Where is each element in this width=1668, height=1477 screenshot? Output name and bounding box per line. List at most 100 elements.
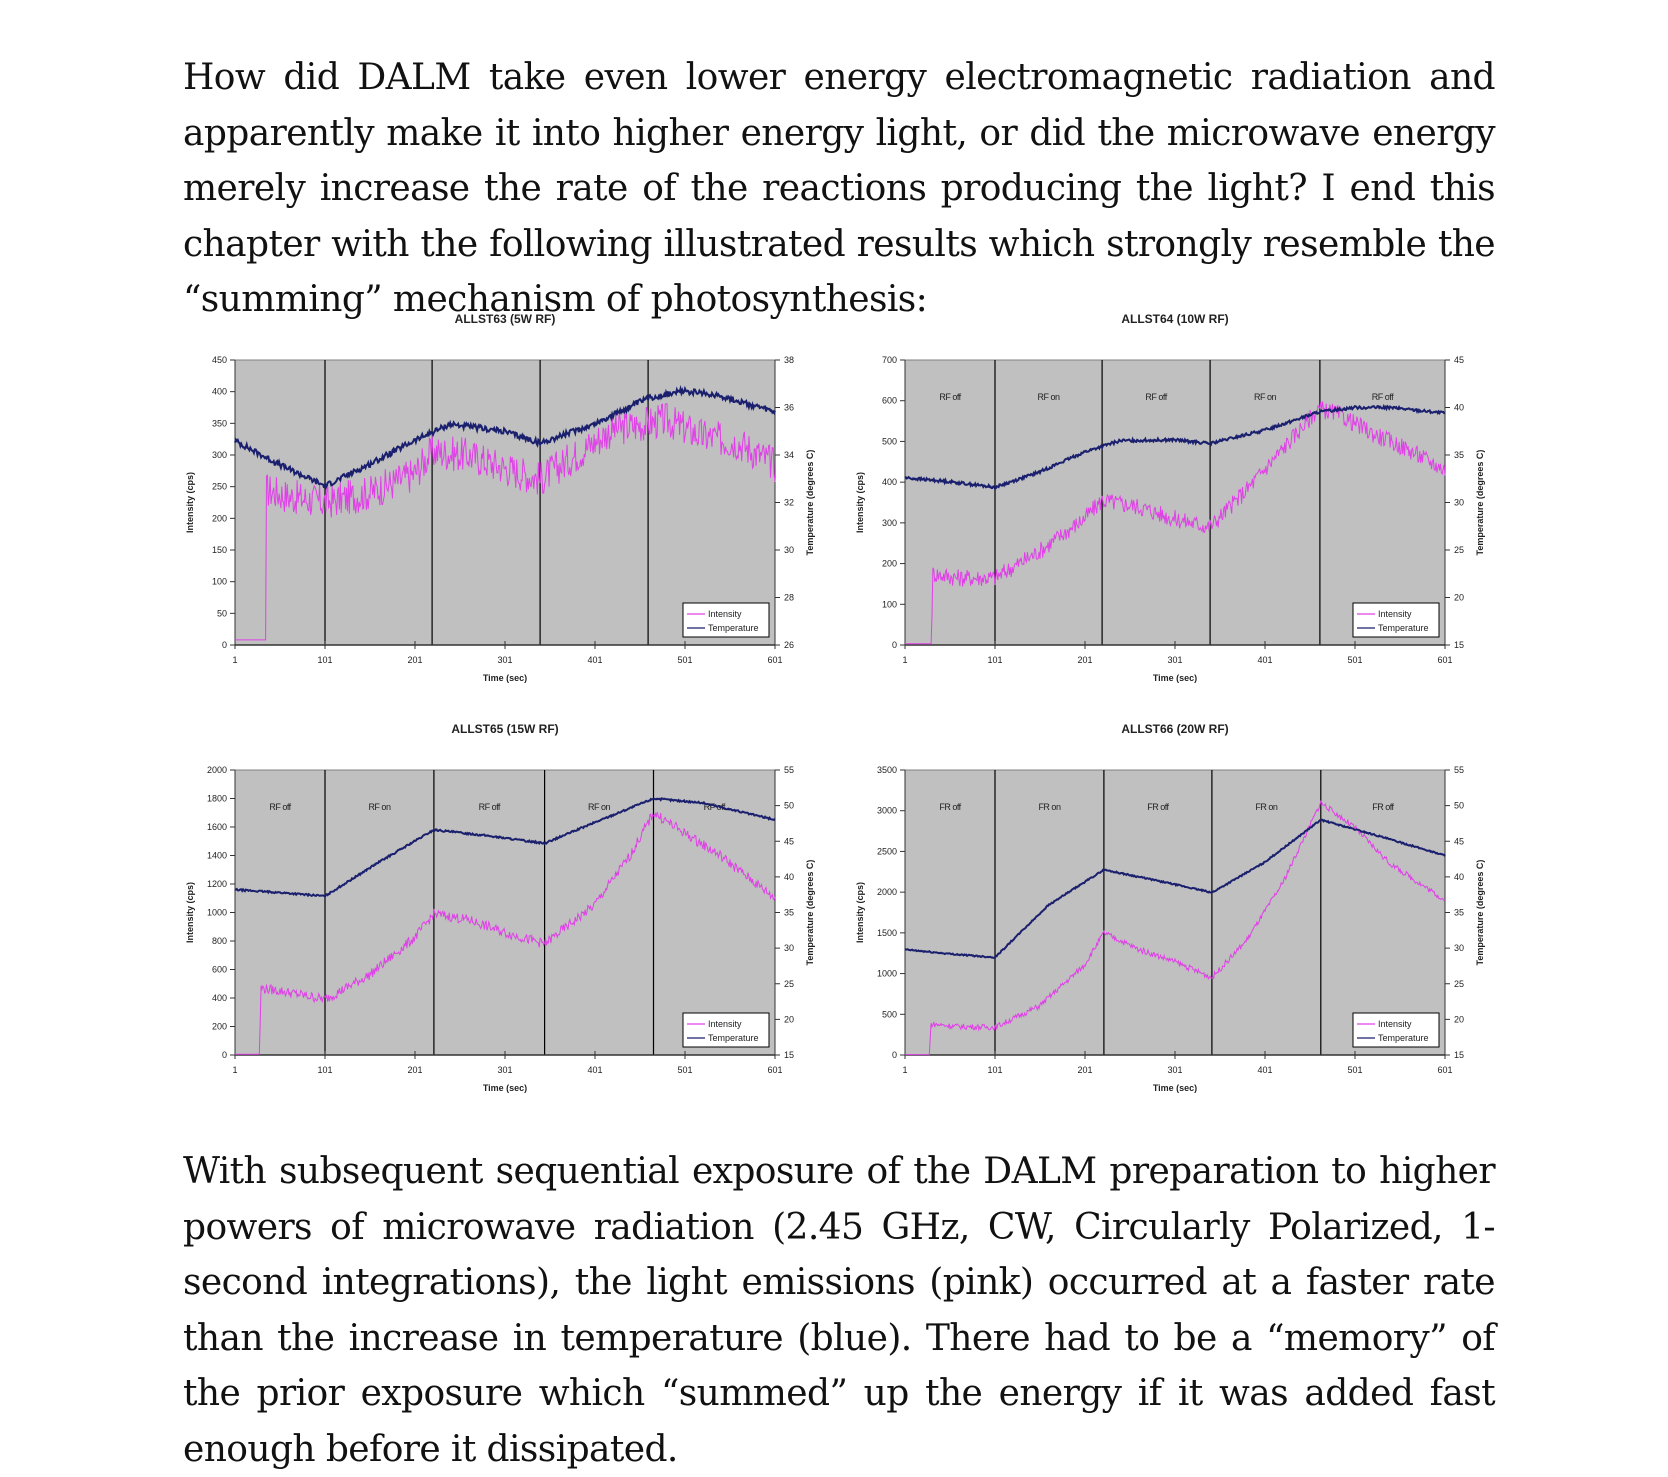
- y2-tick-label: 38: [784, 355, 794, 365]
- y-tick-label: 1000: [207, 908, 227, 918]
- y-tick-label: 100: [882, 599, 897, 609]
- legend-label: Intensity: [1378, 609, 1412, 619]
- y-tick-label: 2000: [877, 887, 897, 897]
- temperature-series-line: [904, 403, 1445, 490]
- y-tick-label: 300: [212, 450, 227, 460]
- legend-label: Intensity: [1378, 1019, 1412, 1029]
- y-tick-label: 400: [212, 387, 227, 397]
- y2-tick-label: 35: [784, 908, 794, 918]
- legend-label: Temperature: [1378, 1033, 1429, 1043]
- y-tick-label: 1400: [207, 851, 227, 861]
- x-tick-label: 301: [1167, 655, 1182, 665]
- y-tick-label: 300: [882, 518, 897, 528]
- chart-allst64: ALLST64 (10W RF) RF off RF on RF off RF on RF…: [853, 305, 1493, 685]
- y-axis-label: Intensity (cps): [185, 882, 195, 943]
- y2-tick-label: 25: [1454, 979, 1464, 989]
- y-axis-label: Intensity (cps): [855, 472, 865, 533]
- y-tick-label: 800: [212, 936, 227, 946]
- y2-tick-label: 25: [1454, 545, 1464, 555]
- y-tick-label: 1800: [207, 794, 227, 804]
- x-tick-label: 1: [902, 1065, 907, 1075]
- y-tick-label: 500: [882, 436, 897, 446]
- y2-tick-label: 55: [1454, 765, 1464, 775]
- y2-tick-label: 30: [1454, 498, 1464, 508]
- legend-box: [682, 602, 770, 638]
- y-tick-label: 200: [212, 513, 227, 523]
- y2-tick-label: 15: [1454, 640, 1464, 650]
- phase-label: FR off: [1147, 802, 1169, 812]
- phase-label: FR off: [1372, 802, 1394, 812]
- phase-label: RF on: [1254, 392, 1277, 402]
- y-tick-label: 0: [892, 640, 897, 650]
- y2-tick-label: 26: [784, 640, 794, 650]
- x-tick-label: 501: [677, 655, 692, 665]
- y-tick-label: 350: [212, 418, 227, 428]
- y-tick-label: 450: [212, 355, 227, 365]
- y2-tick-label: 32: [784, 498, 794, 508]
- y2-tick-label: 34: [784, 450, 794, 460]
- y2-tick-label: 15: [784, 1050, 794, 1060]
- chart-title: ALLST63 (5W RF): [455, 312, 556, 326]
- x-tick-label: 601: [767, 655, 782, 665]
- y2-tick-label: 40: [1454, 403, 1464, 413]
- x-tick-label: 1: [232, 1065, 237, 1075]
- y2-tick-label: 35: [1454, 450, 1464, 460]
- phase-label: RF on: [588, 802, 611, 812]
- y2-tick-label: 25: [784, 979, 794, 989]
- y-tick-label: 250: [212, 482, 227, 492]
- x-tick-label: 201: [407, 1065, 422, 1075]
- y2-tick-label: 30: [784, 943, 794, 953]
- intensity-series-line: [905, 800, 1446, 1056]
- x-tick-label: 101: [317, 655, 332, 665]
- y2-tick-label: 50: [1454, 801, 1464, 811]
- chart-title: ALLST64 (10W RF): [1121, 312, 1228, 326]
- x-tick-label: 301: [497, 655, 512, 665]
- legend-label: Intensity: [708, 609, 742, 619]
- chart-title: ALLST65 (15W RF): [451, 722, 558, 736]
- y2-tick-label: 40: [784, 872, 794, 882]
- phase-label: FR on: [1255, 802, 1278, 812]
- plot-area: [234, 769, 776, 1056]
- y-tick-label: 100: [212, 577, 227, 587]
- x-tick-label: 501: [677, 1065, 692, 1075]
- legend-label: Temperature: [708, 623, 759, 633]
- chart-svg: ALLST66 (20W RF) FR off FR on FR off FR on FR…: [855, 722, 1485, 1093]
- temperature-series-line: [234, 797, 776, 899]
- phase-label: RF off: [1145, 392, 1167, 402]
- y-axis-label: Intensity (cps): [855, 882, 865, 943]
- y2-tick-label: 20: [1454, 593, 1464, 603]
- x-tick-label: 101: [317, 1065, 332, 1075]
- phase-label: RF off: [479, 802, 501, 812]
- conclusion-paragraph: With subsequent sequential exposure of t…: [183, 1151, 1496, 1470]
- y-tick-label: 500: [882, 1009, 897, 1019]
- x-tick-label: 601: [767, 1065, 782, 1075]
- intensity-series-line: [235, 811, 776, 1055]
- y2-tick-label: 45: [784, 836, 794, 846]
- intensity-series-line: [905, 401, 1446, 645]
- y2-tick-label: 28: [784, 593, 794, 603]
- y-axis-label: Intensity (cps): [185, 472, 195, 533]
- y-tick-label: 0: [892, 1050, 897, 1060]
- y-tick-label: 400: [882, 477, 897, 487]
- x-tick-label: 101: [987, 1065, 1002, 1075]
- y-tick-label: 400: [212, 993, 227, 1003]
- x-tick-label: 201: [1077, 1065, 1092, 1075]
- plot-area: [904, 769, 1446, 1056]
- x-axis-label: Time (sec): [483, 673, 527, 683]
- x-axis-label: Time (sec): [1153, 673, 1197, 683]
- chart-svg: ALLST64 (10W RF) RF off RF on RF off RF on RF…: [855, 312, 1485, 683]
- plot-area: [234, 359, 776, 646]
- y2-tick-label: 40: [1454, 872, 1464, 882]
- phase-label: RF off: [269, 802, 291, 812]
- legend-box: [1352, 1012, 1440, 1048]
- y-tick-label: 3500: [877, 765, 897, 775]
- x-tick-label: 1: [232, 655, 237, 665]
- y-tick-label: 1200: [207, 879, 227, 889]
- x-tick-label: 601: [1437, 1065, 1452, 1075]
- phase-label: RF on: [368, 802, 391, 812]
- y2-axis-label: Temperature (degrees C): [805, 860, 815, 966]
- intensity-series-line: [235, 403, 776, 641]
- y2-tick-label: 35: [1454, 908, 1464, 918]
- chart-legend: Intensity Temperature: [1352, 602, 1440, 638]
- y2-tick-label: 15: [1454, 1050, 1464, 1060]
